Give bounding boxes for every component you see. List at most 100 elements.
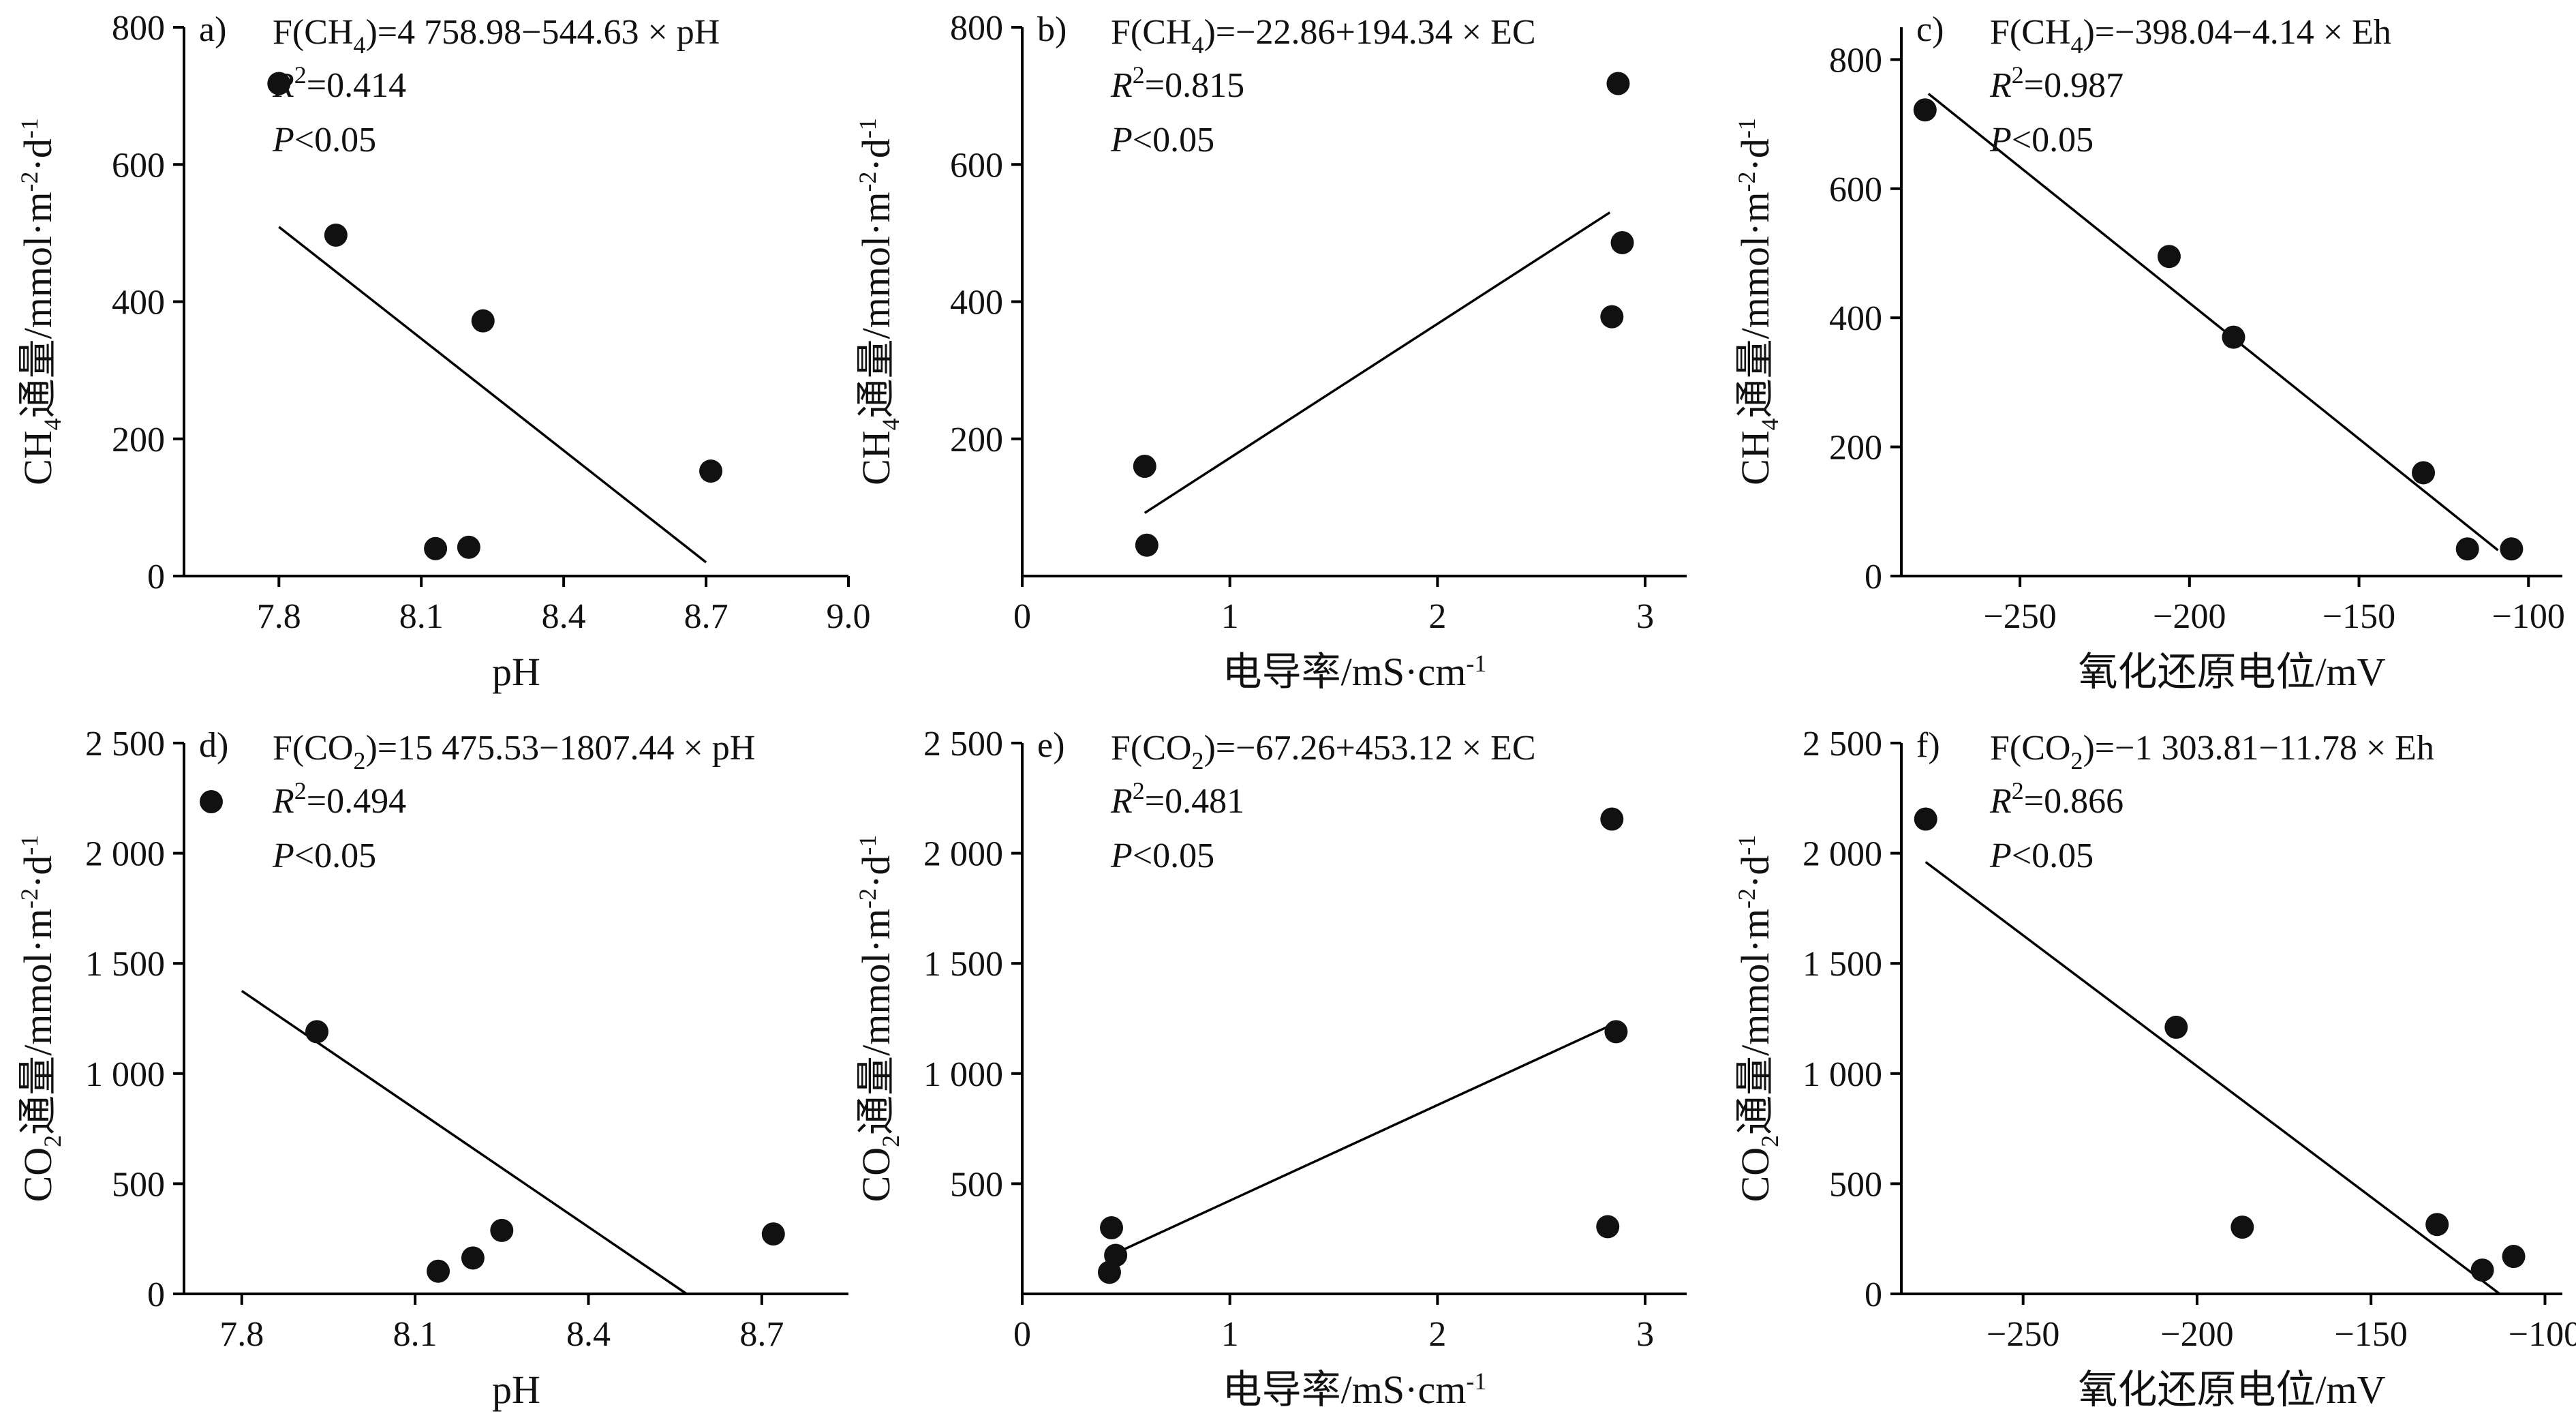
x-tick-label: −200 (2153, 597, 2226, 636)
r-squared-value: 0.494 (326, 782, 406, 821)
data-point (2470, 1258, 2494, 1282)
panel-d: 7.8 8.1 8.4 8.7 0 500 1 000 1 500 2 000 2 500 pH CO… (16, 725, 848, 1412)
y-tick-label: 500 (950, 1165, 1003, 1204)
data-point (305, 1020, 328, 1044)
panel-label: a) (199, 10, 226, 49)
p-value: P<0.05 (1989, 121, 2094, 160)
regression-line (1144, 211, 1611, 514)
y-tick-label: 2 500 (923, 725, 1003, 764)
data-point (1600, 305, 1624, 329)
data-point (490, 1218, 514, 1242)
r-squared-value: 0.987 (2044, 66, 2123, 105)
y-tick-label: 800 (1829, 41, 1882, 80)
r-squared: R2=0.481 (1110, 777, 1244, 821)
y-tick-label: 2 000 (923, 835, 1003, 874)
y-tick-label: 800 (112, 9, 165, 48)
x-tick-label: −250 (1987, 1315, 2059, 1354)
r-squared: R2=0.987 (1989, 61, 2123, 105)
y-tick-label: 2 500 (1803, 725, 1882, 764)
x-tick-label: 8.4 (542, 597, 586, 636)
y-tick-label: 400 (112, 284, 165, 322)
panel-label: e) (1037, 726, 1064, 765)
regression-line (1925, 861, 2501, 1295)
y-axis-title: CO2通量/mmol·m-2·d-1 (16, 835, 66, 1203)
data-point (424, 537, 448, 560)
x-tick-label: 0 (1013, 597, 1031, 636)
r-squared-value: 0.866 (2044, 782, 2123, 821)
data-point (2412, 461, 2436, 485)
y-tick-label: 1 500 (85, 945, 165, 984)
regression-line (278, 226, 707, 564)
data-point (2222, 325, 2245, 349)
p-value-number: 0.05 (314, 836, 376, 875)
regression-line (1111, 1021, 1617, 1256)
y-axis-title: CO2通量/mmol·m-2·d-1 (1733, 835, 1783, 1203)
x-tick-label: 8.1 (393, 1315, 438, 1354)
y-axis-title: CH4通量/mmol·m-2·d-1 (854, 118, 904, 485)
x-tick-label: 1 (1221, 597, 1239, 636)
y-tick-label: 1 000 (1803, 1055, 1882, 1094)
panel-label: b) (1037, 10, 1067, 49)
data-point (1104, 1243, 1128, 1267)
p-value-number: 0.05 (1152, 121, 1214, 160)
y-tick-label: 500 (1829, 1165, 1882, 1204)
data-point (2164, 1015, 2188, 1039)
y-tick-label: 1 000 (85, 1055, 165, 1094)
x-tick-label: −250 (1983, 597, 2056, 636)
data-point (1913, 98, 1937, 122)
data-point (471, 309, 495, 333)
data-point (1133, 455, 1156, 478)
p-value-number: 0.05 (1152, 836, 1214, 875)
x-tick-label: 2 (1428, 597, 1446, 636)
legend-marker (200, 790, 223, 813)
data-point (427, 1259, 450, 1283)
y-tick-label: 600 (950, 146, 1003, 185)
x-tick-label: 8.1 (399, 597, 444, 636)
panel-label: f) (1916, 726, 1940, 765)
x-tick-label: 7.8 (257, 597, 301, 636)
r-squared-value: 0.815 (1165, 66, 1244, 105)
x-tick-label: 0 (1013, 1315, 1031, 1354)
regression-line (1927, 93, 2499, 552)
data-point (1604, 1020, 1628, 1044)
y-tick-label: 1 500 (923, 945, 1003, 984)
y-tick-label: 2 000 (1803, 835, 1882, 874)
panel-a: 7.8 8.1 8.4 8.7 9.0 0 200 400 600 800 pH CH4通量/mmol… (16, 9, 871, 694)
y-tick-label: 800 (950, 9, 1003, 48)
panel-e: 0 1 2 3 500 1 000 1 500 2 000 2 500 电导率/mS·cm-1 CO… (854, 725, 1687, 1412)
data-point (699, 459, 723, 483)
y-axis-title: CH4通量/mmol·m-2·d-1 (16, 118, 66, 485)
data-point (1914, 807, 1937, 831)
y-tick-label: 400 (950, 284, 1003, 322)
data-point (2425, 1213, 2449, 1237)
y-tick-label: 1 500 (1803, 945, 1882, 984)
data-point (2157, 245, 2181, 269)
data-point (2502, 1245, 2526, 1269)
data-point (2500, 537, 2524, 561)
p-value: P<0.05 (1110, 836, 1214, 875)
y-tick-label: 200 (950, 421, 1003, 459)
regression-equation: F(CH4)=−22.86+194.34 × EC (1111, 13, 1536, 59)
x-tick-label: −100 (2492, 597, 2565, 636)
regression-equation: F(CO2)=−67.26+453.12 × EC (1111, 729, 1536, 774)
p-value-number: 0.05 (2031, 836, 2094, 875)
r-squared: R2=0.494 (272, 777, 406, 821)
x-tick-label: 2 (1428, 1315, 1446, 1354)
y-tick-label: 200 (112, 421, 165, 459)
x-tick-label: −150 (2322, 597, 2395, 636)
data-point (1600, 807, 1624, 831)
p-value: P<0.05 (272, 121, 376, 160)
x-tick-label: 8.7 (739, 1315, 784, 1354)
regression-equation: F(CO2)=−1 303.81−11.78 × Eh (1990, 729, 2434, 774)
x-axis-title: 电导率/mS·cm-1 (1223, 1368, 1487, 1412)
data-point (1610, 230, 1634, 254)
regression-equation: F(CH4)=−398.04−4.14 × Eh (1990, 13, 2391, 59)
x-axis-title: pH (492, 650, 540, 694)
x-tick-label: 8.4 (566, 1315, 611, 1354)
r-squared: R2=0.414 (272, 61, 406, 105)
x-axis-title: 电导率/mS·cm-1 (1223, 650, 1487, 694)
x-axis-title: pH (492, 1368, 540, 1412)
data-point (2230, 1215, 2254, 1239)
